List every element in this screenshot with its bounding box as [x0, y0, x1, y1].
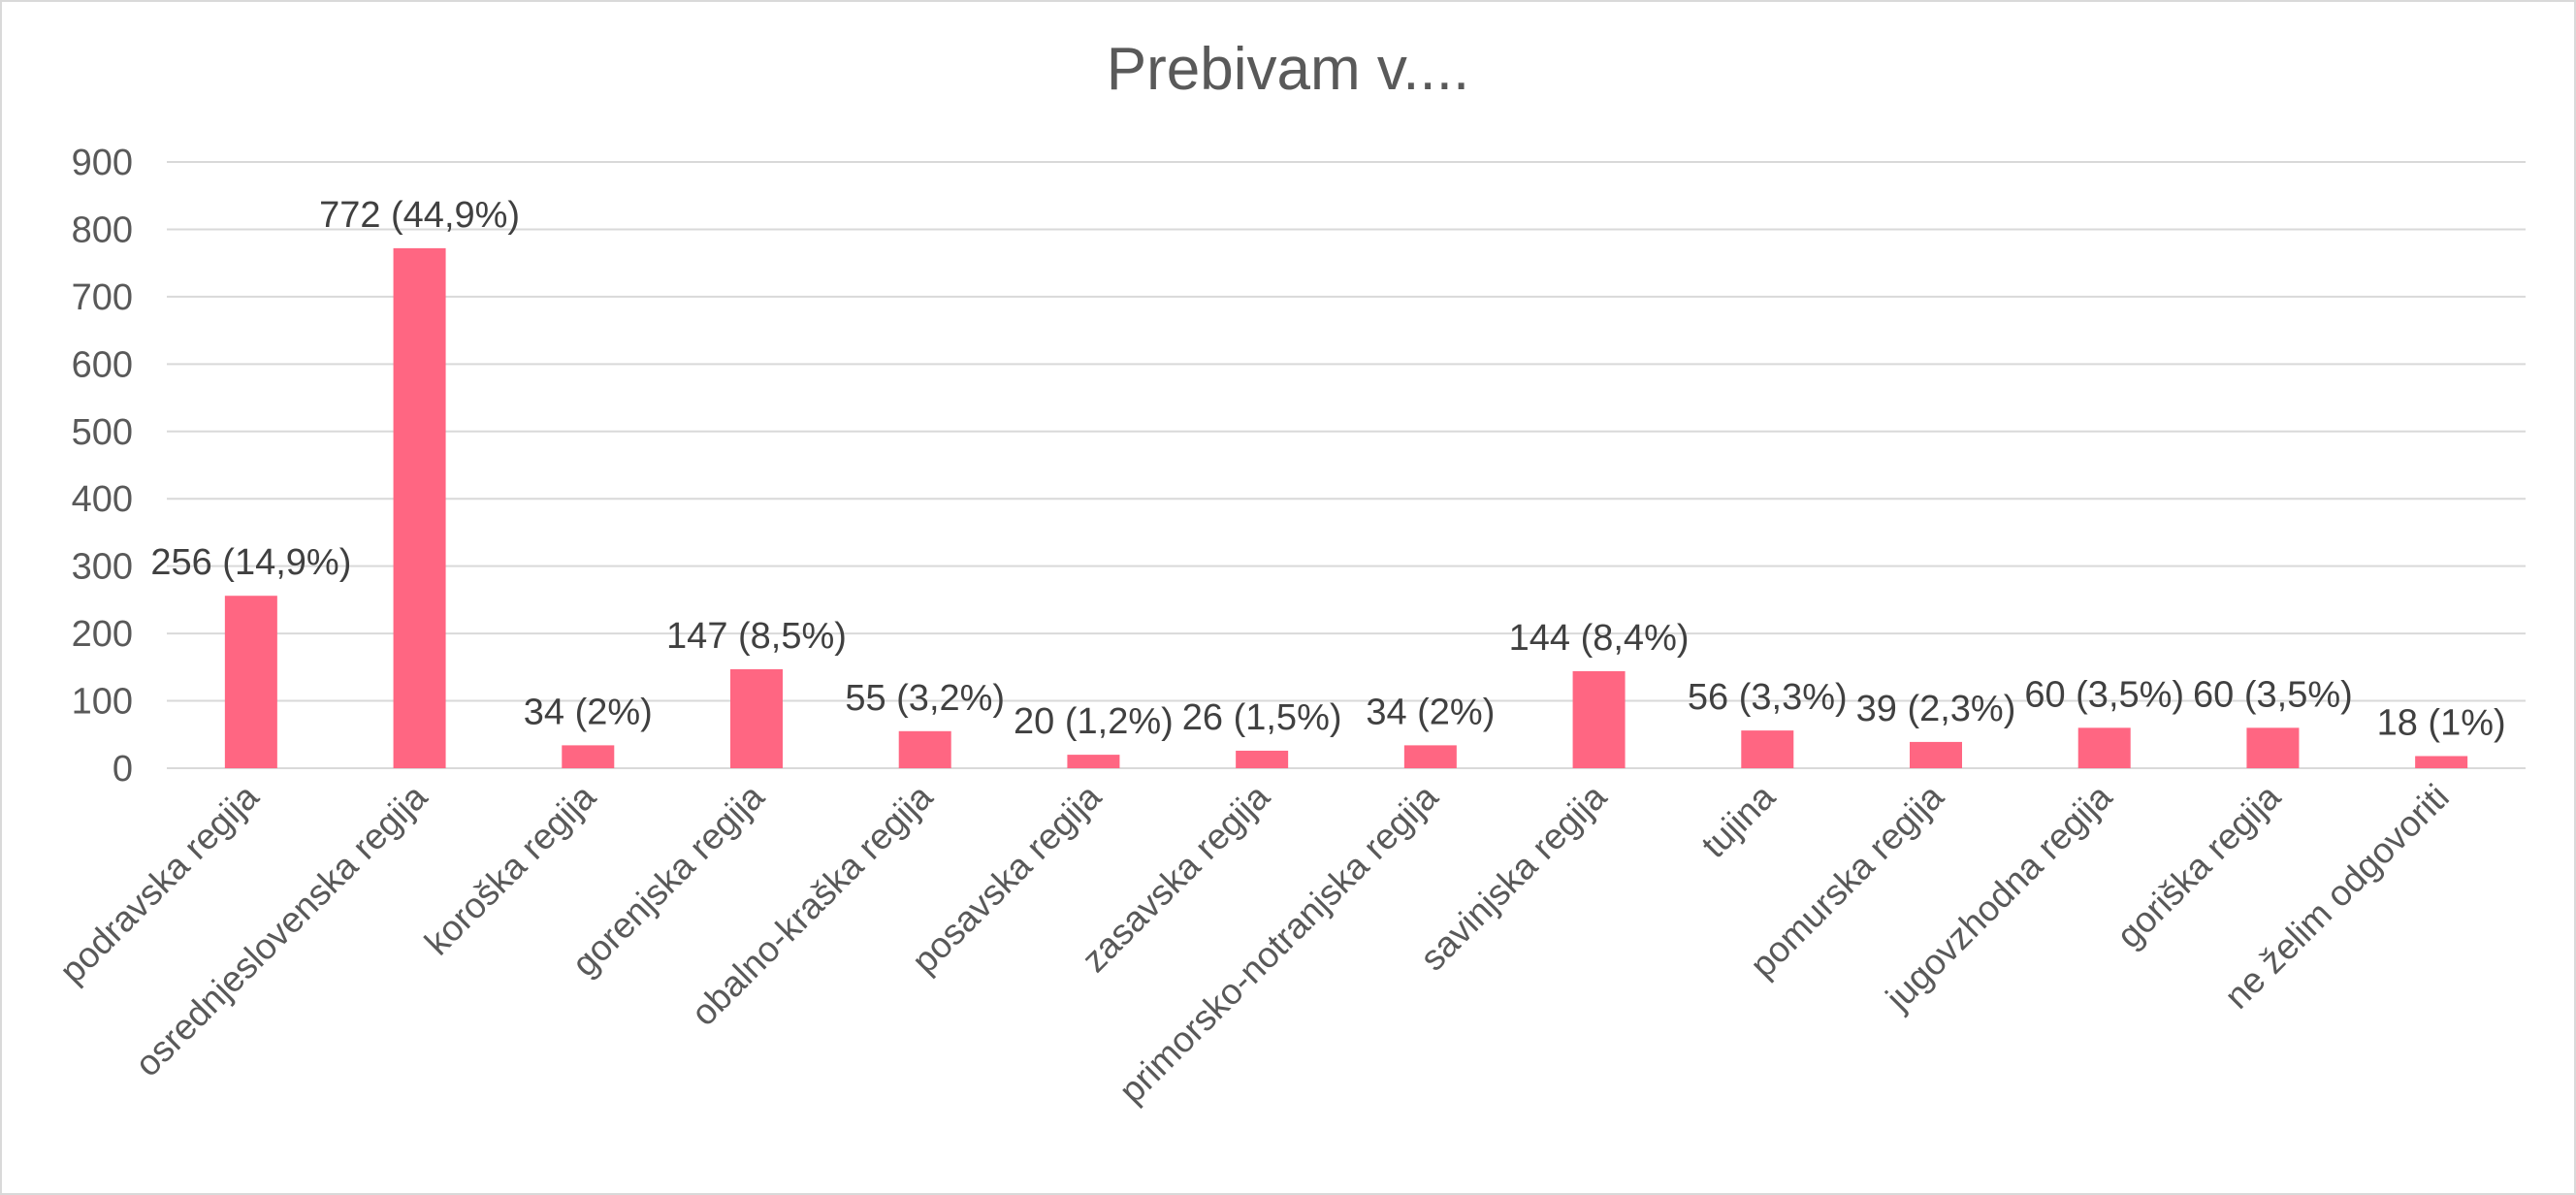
y-tick-label-0: 0 [113, 749, 133, 790]
data-label-11: 60 (3,5%) [2024, 674, 2184, 715]
data-label-3: 147 (8,5%) [666, 616, 847, 657]
x-tick-label-2: koroška regija [417, 776, 603, 962]
data-label-9: 56 (3,3%) [1688, 677, 1848, 718]
data-label-2: 34 (2%) [524, 692, 653, 732]
y-tick-label-400: 400 [72, 479, 133, 520]
data-label-8: 144 (8,4%) [1509, 618, 1690, 659]
data-label-7: 34 (2%) [1366, 692, 1495, 732]
bar-12 [2246, 727, 2300, 768]
y-tick-label-500: 500 [72, 412, 133, 453]
x-tick-label-7: primorsko-notranjska regija [1111, 776, 1446, 1111]
y-tick-label-900: 900 [72, 143, 133, 183]
bar-6 [1236, 750, 1289, 768]
x-tick-label-1: osrednjeslovenska regija [127, 776, 435, 1083]
data-label-13: 18 (1%) [2377, 703, 2506, 744]
bar-10 [1910, 741, 1962, 768]
bar-7 [1403, 745, 1457, 768]
bar-2 [562, 745, 615, 768]
bar-9 [1741, 730, 1794, 768]
y-tick-label-200: 200 [72, 614, 133, 655]
bar-0 [224, 596, 277, 768]
y-tick-label-600: 600 [72, 344, 133, 385]
bar-3 [730, 668, 783, 768]
data-label-4: 55 (3,2%) [845, 678, 1005, 719]
chart-title: Prebivam v.... [1107, 36, 1469, 103]
y-tick-label-100: 100 [72, 682, 133, 723]
y-tick-label-300: 300 [72, 547, 133, 588]
bar-13 [2415, 756, 2468, 768]
x-tick-label-9: tujina [1693, 776, 1783, 865]
bar-11 [2077, 727, 2131, 768]
bars [224, 247, 2468, 768]
bar-5 [1067, 755, 1120, 768]
data-label-10: 39 (2,3%) [1856, 689, 2016, 729]
data-label-1: 772 (44,9%) [319, 195, 520, 236]
y-axis-ticks: 0 100 200 300 400 500 600 700 800 900 [72, 143, 133, 790]
bar-1 [393, 247, 446, 768]
data-label-12: 60 (3,5%) [2193, 674, 2353, 715]
x-tick-label-12: goriška regija [2109, 776, 2288, 955]
y-tick-label-700: 700 [72, 277, 133, 318]
data-labels: 256 (14,9%) 772 (44,9%) 34 (2%) 147 (8,5%) 5… [150, 195, 2505, 744]
bar-4 [898, 730, 951, 768]
gridlines [167, 161, 2526, 769]
data-label-0: 256 (14,9%) [150, 542, 351, 583]
data-label-6: 26 (1,5%) [1182, 697, 1342, 738]
data-label-5: 20 (1,2%) [1014, 701, 1174, 742]
y-tick-label-800: 800 [72, 210, 133, 250]
bar-8 [1572, 671, 1626, 768]
